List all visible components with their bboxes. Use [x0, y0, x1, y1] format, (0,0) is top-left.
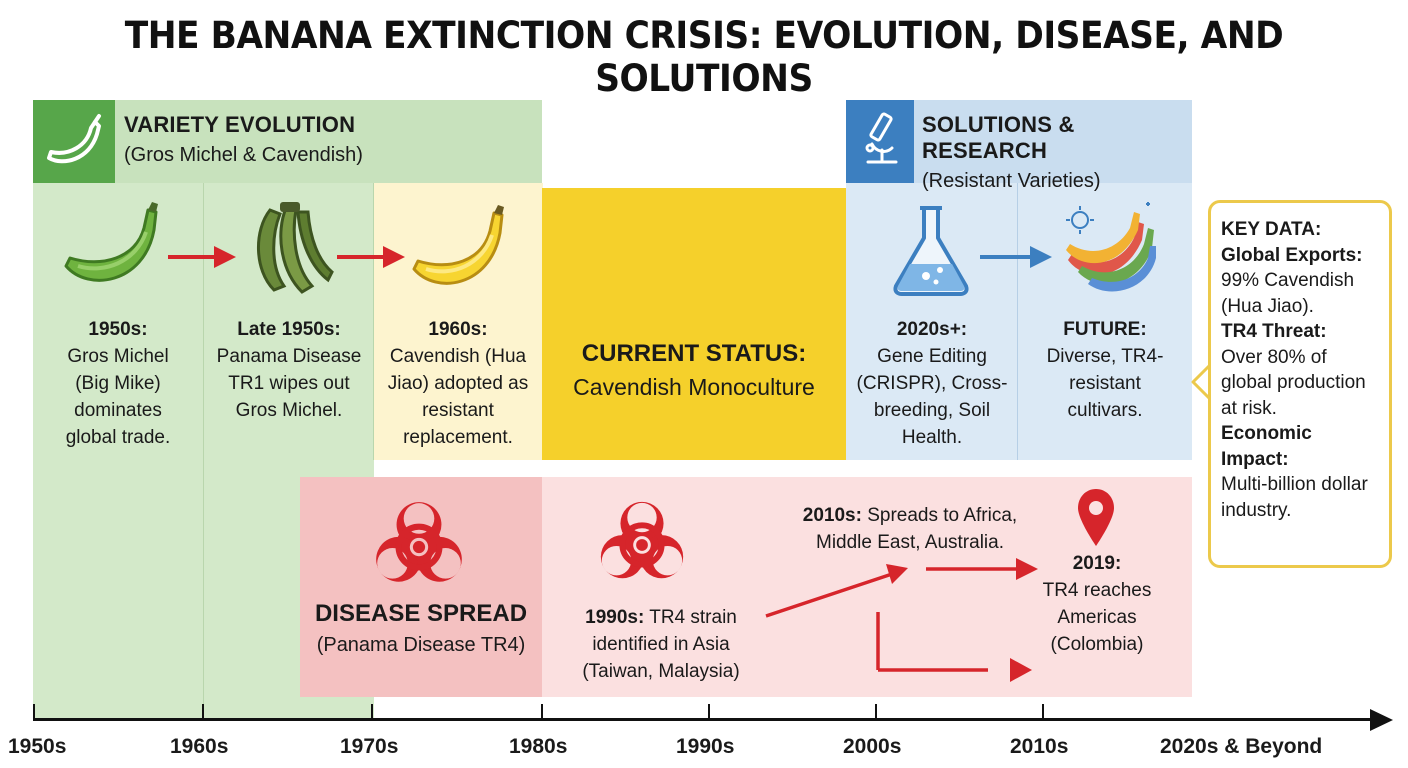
- solutions-icon-box: [846, 100, 914, 183]
- timeline-axis-line: [33, 718, 1373, 721]
- key-data-threat-value: Over 80% of global production at risk.: [1221, 346, 1366, 419]
- biohazard-icon-1990s: [600, 501, 684, 579]
- disease-event-2010s: 2010s: Spreads to Africa, Middle East, A…: [780, 502, 1040, 556]
- axis-label-2010s: 2010s: [1010, 735, 1069, 758]
- variety-step-1960s: 1960s: Cavendish (Hua Jiao) adopted as r…: [378, 316, 538, 451]
- variety-step-1950s-text: Gros Michel (Big Mike) dominates global …: [65, 346, 171, 448]
- solutions-arrow: [980, 246, 1052, 268]
- disease-subtitle: (Panama Disease TR4): [316, 634, 526, 656]
- disease-event-2010s-text: Spreads to Africa, Middle East, Australi…: [816, 505, 1018, 553]
- green-banana-icon: [64, 202, 158, 282]
- solutions-step-future-text: Diverse, TR4-resistant cultivars.: [1046, 346, 1164, 421]
- axis-label-2000s: 2000s: [843, 735, 902, 758]
- solutions-header-title: SOLUTIONS & RESEARCH: [922, 112, 1075, 163]
- variety-arrow-1: [168, 246, 236, 268]
- page-title: THE BANANA EXTINCTION CRISIS: EVOLUTION,…: [124, 14, 1284, 100]
- location-pin-icon: [1078, 489, 1114, 546]
- current-status-title: CURRENT STATUS:: [581, 340, 807, 367]
- variety-header: [33, 100, 542, 183]
- banana-outline-icon: [47, 114, 101, 164]
- variety-column-3-bg: [373, 183, 543, 460]
- current-status-box: CURRENT STATUS: Cavendish Monoculture: [542, 188, 846, 460]
- axis-tick-1960s: [202, 704, 204, 720]
- variety-column-1-bg: [33, 100, 203, 720]
- solutions-header-text: SOLUTIONS & RESEARCH (Resistant Varietie…: [922, 112, 1190, 193]
- axis-label-1990s: 1990s: [676, 735, 735, 758]
- variety-header-subtitle: (Gros Michel & Cavendish): [124, 144, 363, 166]
- solutions-step-future-heading: FUTURE:: [1063, 319, 1147, 340]
- variety-header-text: VARIETY EVOLUTION (Gros Michel & Cavendi…: [124, 112, 534, 167]
- yellow-banana-icon: [412, 205, 504, 285]
- variety-step-1960s-heading: 1960s:: [428, 319, 488, 340]
- disease-event-1990s-heading: 1990s:: [585, 607, 645, 628]
- rainbow-bananas-icon: [1066, 202, 1156, 292]
- variety-arrow-2: [337, 246, 405, 268]
- key-data-box: KEY DATA: Global Exports: 99% Cavendish …: [1208, 200, 1392, 568]
- axis-label-1950s: 1950s: [8, 735, 67, 758]
- solutions-divider: [1017, 183, 1018, 460]
- axis-label-1960s: 1960s: [170, 735, 229, 758]
- key-data-impact-label: Economic Impact:: [1221, 423, 1312, 470]
- solutions-step-2020s: 2020s+: Gene Editing (CRISPR), Cross-bre…: [852, 316, 1012, 451]
- diseased-banana-bunch-icon: [257, 202, 334, 294]
- disease-event-2019: 2019: TR4 reaches Americas (Colombia): [1030, 550, 1164, 658]
- key-data-exports-label: Global Exports:: [1221, 244, 1363, 266]
- solutions-step-2020s-heading: 2020s+:: [896, 319, 968, 340]
- biohazard-icon: [376, 502, 462, 582]
- variety-step-late-1950s-text: Panama Disease TR1 wipes out Gros Michel…: [216, 346, 362, 421]
- timeline-axis-arrowhead: [1370, 709, 1393, 731]
- variety-step-1950s: 1950s: Gros Michel (Big Mike) dominates …: [48, 316, 188, 451]
- solutions-step-2020s-text: Gene Editing (CRISPR), Cross-breeding, S…: [856, 346, 1008, 448]
- key-data-title: KEY DATA:: [1221, 219, 1322, 240]
- variety-step-1960s-text: Cavendish (Hua Jiao) adopted as resistan…: [387, 346, 529, 448]
- axis-label-1980s: 1980s: [509, 735, 568, 758]
- variety-step-late-1950s: Late 1950s: Panama Disease TR1 wipes out…: [213, 316, 365, 424]
- variety-step-1950s-heading: 1950s:: [88, 319, 148, 340]
- microscope-icon: [865, 112, 898, 164]
- axis-label-1970s: 1970s: [340, 735, 399, 758]
- axis-label-2020s-beyond: 2020s & Beyond: [1160, 735, 1323, 758]
- axis-tick-2000s: [875, 704, 877, 720]
- disease-event-1990s: 1990s: TR4 strain identified in Asia (Ta…: [566, 604, 756, 685]
- disease-spread-arrows: [765, 558, 1038, 682]
- disease-event-2010s-heading: 2010s:: [802, 505, 862, 526]
- disease-event-1990s-text: TR4 strain identified in Asia (Taiwan, M…: [582, 607, 740, 682]
- key-data-pointer: [1191, 362, 1212, 402]
- key-data-exports-value: 99% Cavendish (Hua Jiao).: [1221, 270, 1355, 317]
- axis-tick-1950s: [33, 704, 35, 720]
- axis-tick-1980s: [541, 704, 543, 720]
- variety-icon-box: [33, 100, 115, 183]
- variety-step-late-1950s-heading: Late 1950s:: [237, 319, 341, 340]
- key-data-impact-value: Multi-billion dollar industry.: [1221, 474, 1368, 521]
- disease-event-2019-text: TR4 reaches Americas (Colombia): [1042, 580, 1152, 655]
- disease-title: DISEASE SPREAD: [314, 600, 528, 627]
- disease-title-block: DISEASE SPREAD (Panama Disease TR4): [300, 600, 542, 657]
- axis-tick-1970s: [371, 704, 373, 720]
- key-data-threat-label: TR4 Threat:: [1221, 321, 1327, 342]
- axis-tick-2010s: [1042, 704, 1044, 720]
- current-status-text: Cavendish Monoculture: [573, 374, 815, 400]
- solutions-header-subtitle: (Resistant Varieties): [922, 170, 1101, 192]
- variety-header-title: VARIETY EVOLUTION: [124, 112, 356, 137]
- disease-event-2019-heading: 2019:: [1072, 553, 1122, 574]
- flask-icon: [893, 206, 969, 296]
- axis-tick-1990s: [708, 704, 710, 720]
- solutions-step-future: FUTURE: Diverse, TR4-resistant cultivars…: [1030, 316, 1180, 424]
